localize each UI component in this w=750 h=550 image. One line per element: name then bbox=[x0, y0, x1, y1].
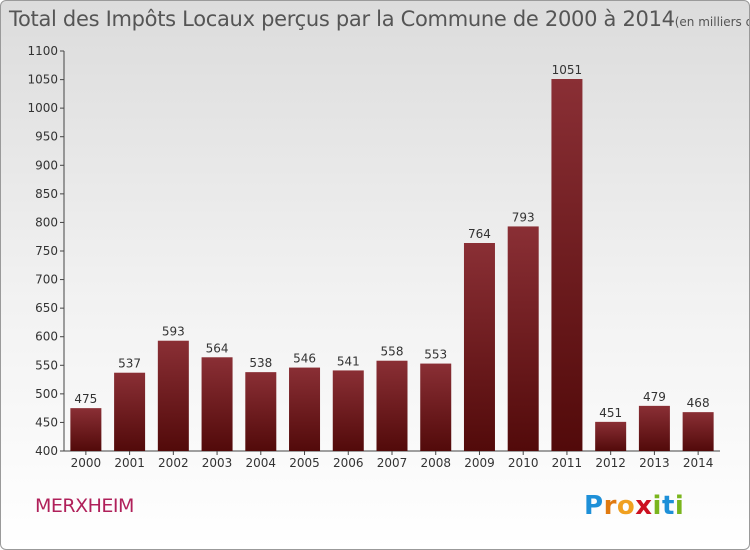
bar bbox=[157, 340, 189, 451]
bar bbox=[114, 372, 146, 451]
bar bbox=[595, 421, 627, 451]
commune-name: MERXHEIM bbox=[35, 495, 134, 517]
data-label: 764 bbox=[468, 227, 491, 241]
data-label: 541 bbox=[337, 354, 360, 368]
x-tick-label: 2013 bbox=[639, 456, 670, 470]
data-label: 479 bbox=[643, 390, 666, 404]
logo-letter: o bbox=[616, 491, 636, 521]
x-tick-label: 2004 bbox=[246, 456, 277, 470]
y-tick-label: 400 bbox=[35, 444, 58, 458]
data-label: 793 bbox=[512, 210, 535, 224]
y-tick-label: 500 bbox=[35, 387, 58, 401]
x-tick-label: 2006 bbox=[333, 456, 364, 470]
bar bbox=[376, 360, 408, 451]
y-axis: 400 450 500 550 600 650 700 750 800 850 900 950 1000… bbox=[27, 44, 65, 458]
logo-letter: x bbox=[635, 491, 653, 521]
bar bbox=[638, 405, 670, 451]
bar bbox=[289, 367, 321, 451]
x-tick-label: 2003 bbox=[202, 456, 233, 470]
bar bbox=[245, 372, 277, 451]
bar bbox=[420, 363, 452, 451]
x-tick-label: 2002 bbox=[158, 456, 189, 470]
y-tick-label: 650 bbox=[35, 301, 58, 315]
y-tick-label: 850 bbox=[35, 187, 58, 201]
y-tick-label: 900 bbox=[35, 158, 58, 172]
data-label: 468 bbox=[687, 396, 710, 410]
y-tick-label: 750 bbox=[35, 244, 58, 258]
x-axis: 2000 2001 2002 2003 2004 2005 2006 2007 2008 2009… bbox=[64, 450, 720, 470]
data-labels: 475 537 593 564 538 546 541 558 553 764 793 1051 451… bbox=[74, 63, 709, 420]
bar bbox=[682, 412, 714, 451]
x-tick-label: 2005 bbox=[289, 456, 320, 470]
logo-letter: P bbox=[584, 491, 604, 521]
x-tick-label: 2009 bbox=[464, 456, 495, 470]
x-tick-label: 2014 bbox=[683, 456, 714, 470]
y-tick-label: 800 bbox=[35, 215, 58, 229]
x-tick-label: 2011 bbox=[552, 456, 583, 470]
bar bbox=[201, 357, 233, 451]
data-label: 553 bbox=[424, 348, 447, 362]
data-label: 537 bbox=[118, 357, 141, 371]
bars bbox=[70, 79, 714, 451]
y-tick-label: 550 bbox=[35, 358, 58, 372]
bar bbox=[463, 243, 495, 451]
chart-title: Total des Impôts Locaux perçus par la Co… bbox=[9, 7, 675, 31]
proxiti-logo: Proxiti bbox=[584, 491, 684, 521]
logo-letter: t bbox=[661, 491, 675, 521]
x-tick-label: 2001 bbox=[114, 456, 145, 470]
logo-letter: i bbox=[652, 491, 662, 521]
data-label: 558 bbox=[381, 345, 404, 359]
x-tick-label: 2012 bbox=[595, 456, 626, 470]
logo-letter: i bbox=[674, 491, 685, 521]
y-tick-label: 600 bbox=[35, 330, 58, 344]
y-tick-label: 1100 bbox=[27, 44, 58, 58]
x-tick-label: 2007 bbox=[377, 456, 408, 470]
logo-letter: r bbox=[603, 491, 617, 521]
data-label: 538 bbox=[249, 356, 272, 370]
y-tick-label: 700 bbox=[35, 273, 58, 287]
data-label: 451 bbox=[599, 406, 622, 420]
data-label: 546 bbox=[293, 352, 316, 366]
bar bbox=[332, 370, 364, 451]
data-label: 1051 bbox=[552, 63, 583, 77]
y-tick-label: 1000 bbox=[27, 101, 58, 115]
data-label: 564 bbox=[206, 341, 229, 355]
x-tick-label: 2010 bbox=[508, 456, 539, 470]
data-label: 593 bbox=[162, 325, 185, 339]
bar bbox=[551, 79, 583, 451]
y-tick-label: 450 bbox=[35, 415, 58, 429]
bar bbox=[70, 408, 102, 451]
y-tick-label: 1050 bbox=[27, 73, 58, 87]
data-label: 475 bbox=[74, 392, 97, 406]
chart-unit: (en milliers d'€) bbox=[674, 15, 749, 29]
chart-title-line: Total des Impôts Locaux perçus par la Co… bbox=[9, 7, 749, 31]
x-tick-label: 2000 bbox=[71, 456, 102, 470]
y-tick-label: 950 bbox=[35, 130, 58, 144]
x-tick-label: 2008 bbox=[420, 456, 451, 470]
bar bbox=[507, 226, 539, 451]
